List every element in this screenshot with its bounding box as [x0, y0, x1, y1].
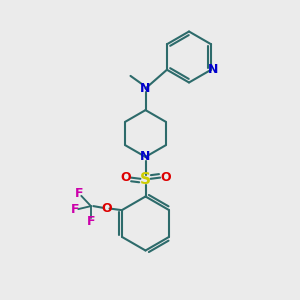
Text: N: N [207, 63, 218, 76]
Text: S: S [140, 172, 151, 188]
Text: F: F [71, 203, 80, 216]
Text: O: O [101, 202, 112, 215]
Text: F: F [87, 214, 95, 228]
Text: F: F [75, 187, 84, 200]
Text: N: N [140, 150, 151, 164]
Text: N: N [140, 82, 151, 95]
Text: O: O [160, 171, 171, 184]
Text: O: O [120, 171, 131, 184]
